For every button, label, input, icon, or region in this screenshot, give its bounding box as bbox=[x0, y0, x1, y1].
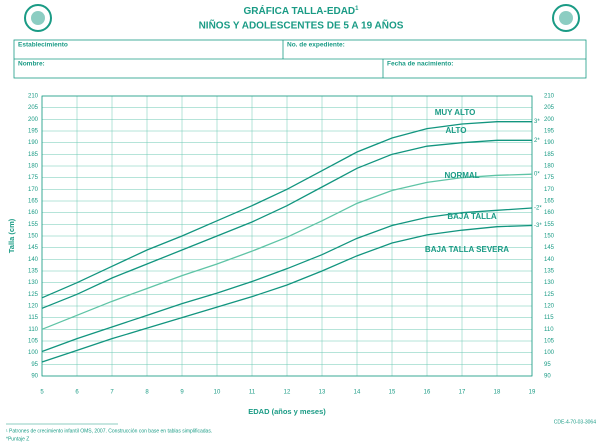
y-tick-label-right: 145 bbox=[544, 245, 555, 251]
y-tick-label: 155 bbox=[28, 222, 39, 228]
y-tick-label: 125 bbox=[28, 292, 39, 298]
z-label: 2* bbox=[534, 138, 540, 144]
y-tick-label: 100 bbox=[28, 350, 39, 356]
x-tick-label: 9 bbox=[180, 390, 184, 396]
y-tick-label-right: 160 bbox=[544, 210, 555, 216]
x-tick-label: 14 bbox=[354, 390, 361, 396]
logo-left-inner bbox=[31, 11, 45, 25]
series-name: NORMAL bbox=[444, 171, 479, 180]
form-label: No. de expediente: bbox=[287, 42, 345, 49]
y-tick-label: 205 bbox=[28, 105, 39, 111]
y-tick-label-right: 195 bbox=[544, 129, 555, 135]
z-label: -3* bbox=[534, 223, 542, 229]
x-tick-label: 16 bbox=[424, 390, 431, 396]
y-tick-label-right: 95 bbox=[544, 362, 551, 368]
y-tick-label-right: 180 bbox=[544, 164, 555, 170]
chart-title: GRÁFICA TALLA-EDAD1 bbox=[244, 4, 360, 17]
z-label: 0* bbox=[534, 172, 540, 178]
x-tick-label: 15 bbox=[389, 390, 396, 396]
y-tick-label: 110 bbox=[28, 327, 38, 333]
x-tick-label: 6 bbox=[75, 390, 79, 396]
y-tick-label-right: 100 bbox=[544, 350, 555, 356]
z-label: -2* bbox=[534, 206, 542, 212]
y-tick-label-right: 125 bbox=[544, 292, 555, 298]
x-tick-label: 5 bbox=[40, 390, 44, 396]
y-tick-label: 170 bbox=[28, 187, 39, 193]
y-tick-label: 180 bbox=[28, 164, 39, 170]
y-tick-label-right: 110 bbox=[544, 327, 554, 333]
x-tick-label: 13 bbox=[319, 390, 326, 396]
y-tick-label: 175 bbox=[28, 175, 39, 181]
y-tick-label: 145 bbox=[28, 245, 39, 251]
x-tick-label: 18 bbox=[494, 390, 501, 396]
y-tick-label-right: 185 bbox=[544, 152, 555, 158]
form-label: Establecimiento bbox=[18, 42, 68, 49]
x-tick-label: 17 bbox=[459, 390, 466, 396]
y-tick-label: 210 bbox=[28, 94, 39, 100]
series-name: MUY ALTO bbox=[435, 108, 476, 117]
y-tick-label: 150 bbox=[28, 234, 39, 240]
y-tick-label-right: 190 bbox=[544, 140, 555, 146]
plot-frame bbox=[41, 95, 533, 377]
y-tick-label: 95 bbox=[31, 362, 38, 368]
series-name: ALTO bbox=[445, 126, 466, 135]
y-tick-label: 165 bbox=[28, 199, 39, 205]
y-tick-label: 185 bbox=[28, 152, 39, 158]
y-tick-label-right: 115 bbox=[544, 315, 554, 321]
y-tick-label: 120 bbox=[28, 304, 39, 310]
y-tick-label: 160 bbox=[28, 210, 39, 216]
x-tick-label: 8 bbox=[145, 390, 149, 396]
form-label: Nombre: bbox=[18, 61, 45, 68]
x-axis-label: EDAD (años y meses) bbox=[248, 407, 326, 416]
y-tick-label-right: 120 bbox=[544, 304, 555, 310]
series-line bbox=[41, 207, 533, 353]
y-tick-label-right: 140 bbox=[544, 257, 555, 263]
y-tick-label-right: 200 bbox=[544, 117, 555, 123]
x-tick-label: 12 bbox=[284, 390, 291, 396]
x-tick-label: 11 bbox=[249, 390, 256, 396]
y-tick-label-right: 205 bbox=[544, 105, 555, 111]
x-tick-label: 7 bbox=[110, 390, 114, 396]
y-tick-label: 105 bbox=[28, 339, 39, 345]
y-tick-label-right: 155 bbox=[544, 222, 555, 228]
y-tick-label-right: 90 bbox=[544, 374, 551, 380]
y-tick-label-right: 175 bbox=[544, 175, 555, 181]
y-tick-label: 90 bbox=[31, 374, 38, 380]
logo-right bbox=[552, 4, 580, 32]
y-tick-label-right: 165 bbox=[544, 199, 555, 205]
y-tick-label-right: 130 bbox=[544, 280, 555, 286]
form-code: CDE-4-70-03-3064 bbox=[554, 419, 596, 425]
series-line bbox=[41, 139, 532, 309]
series-line bbox=[41, 224, 533, 363]
y-tick-label-right: 210 bbox=[544, 94, 555, 100]
chart-subtitle: NIÑOS Y ADOLESCENTES DE 5 A 19 AÑOS bbox=[199, 19, 404, 32]
y-tick-label-right: 150 bbox=[544, 234, 555, 240]
y-tick-label: 130 bbox=[28, 280, 39, 286]
y-tick-label-right: 105 bbox=[544, 339, 555, 345]
y-axis-label: Talla (cm) bbox=[7, 218, 16, 253]
form-label: Fecha de nacimiento: bbox=[387, 61, 453, 68]
y-tick-label: 195 bbox=[28, 129, 39, 135]
y-tick-label: 190 bbox=[28, 140, 39, 146]
z-label: 3* bbox=[534, 119, 540, 125]
series-name: BAJA TALLA bbox=[447, 212, 497, 221]
y-tick-label: 135 bbox=[28, 269, 39, 275]
x-tick-label: 19 bbox=[529, 390, 536, 396]
footnote: *Puntaje Z bbox=[6, 436, 29, 442]
y-tick-label-right: 135 bbox=[544, 269, 555, 275]
y-tick-label: 140 bbox=[28, 257, 39, 263]
series-line bbox=[41, 173, 533, 330]
series-name: BAJA TALLA SEVERA bbox=[425, 245, 509, 254]
y-tick-label: 115 bbox=[28, 315, 38, 321]
logo-left bbox=[24, 4, 52, 32]
footnote: ¹ Patrones de crecimiento infantil OMS, … bbox=[6, 428, 212, 434]
y-tick-label: 200 bbox=[28, 117, 39, 123]
logo-right-inner bbox=[559, 11, 573, 25]
y-tick-label-right: 170 bbox=[544, 187, 555, 193]
series-line bbox=[41, 121, 532, 299]
x-tick-label: 10 bbox=[214, 390, 221, 396]
